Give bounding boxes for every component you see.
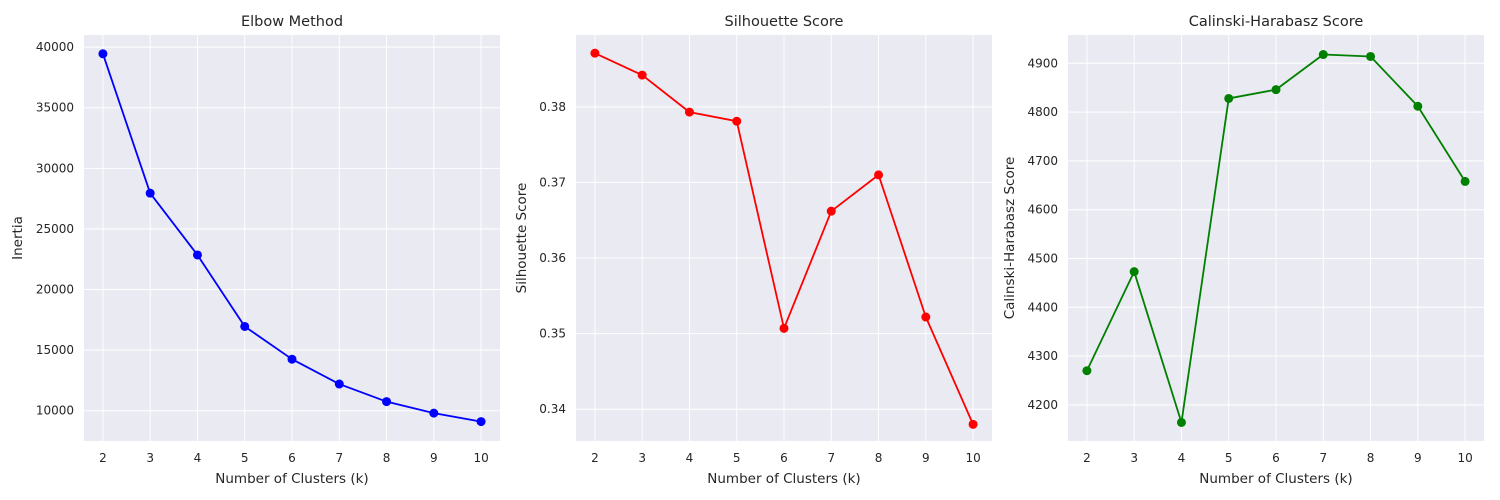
data-point	[1082, 366, 1092, 376]
panel-elbow: 2 3 4 5 6 7 8 9 10 10000 15000 20000 25000 30000 35000…	[10, 14, 500, 487]
x-tick-label: 5	[241, 451, 249, 465]
y-tick-label: 4600	[1027, 203, 1058, 217]
y-tick-label: 0.34	[539, 402, 566, 416]
data-point	[1271, 85, 1281, 95]
x-axis-label: Number of Clusters (k)	[215, 471, 368, 487]
x-tick-label: 3	[1130, 451, 1138, 465]
data-point	[192, 250, 202, 260]
x-tick-label: 4	[194, 451, 202, 465]
data-point	[334, 379, 344, 389]
chart-title: Silhouette Score	[725, 14, 844, 30]
x-tick-label: 5	[733, 451, 741, 465]
data-point	[1129, 267, 1139, 277]
x-tick-label: 3	[146, 451, 154, 465]
x-tick-label: 2	[99, 451, 107, 465]
y-axis-label: Calinski-Harabasz Score	[1002, 157, 1018, 320]
data-point	[287, 354, 297, 364]
y-tick-label: 4800	[1027, 105, 1058, 119]
x-tick-label: 6	[780, 451, 788, 465]
y-tick-label: 4400	[1027, 300, 1058, 314]
y-tick-label: 4500	[1027, 251, 1058, 265]
y-tick-label: 4900	[1027, 56, 1058, 70]
data-point	[637, 70, 647, 80]
x-tick-label: 2	[1083, 451, 1091, 465]
data-point	[382, 397, 392, 407]
data-point	[145, 188, 155, 198]
y-tick-label: 20000	[36, 283, 74, 297]
x-tick-label: 7	[827, 451, 835, 465]
x-tick-label: 8	[875, 451, 883, 465]
y-axis-label: Inertia	[10, 216, 26, 260]
y-tick-label: 10000	[36, 404, 74, 418]
data-point	[1413, 101, 1423, 111]
x-tick-label: 10	[473, 451, 488, 465]
panel-silhouette: 2 3 4 5 6 7 8 9 10 0.34 0.35 0.36 0.37 0.38 Silhouette…	[514, 14, 992, 487]
x-tick-label: 7	[1319, 451, 1327, 465]
x-tick-label: 6	[288, 451, 296, 465]
x-tick-label: 8	[383, 451, 391, 465]
data-point	[1318, 50, 1328, 60]
x-tick-label: 10	[965, 451, 980, 465]
y-tick-label: 40000	[36, 40, 74, 54]
data-point	[921, 312, 931, 322]
x-tick-label: 7	[335, 451, 343, 465]
x-tick-label: 6	[1272, 451, 1280, 465]
x-tick-label: 10	[1457, 451, 1472, 465]
x-tick-label: 9	[1414, 451, 1422, 465]
data-point	[476, 417, 486, 427]
y-tick-label: 4200	[1027, 398, 1058, 412]
data-point	[732, 116, 742, 126]
data-point	[429, 408, 439, 418]
y-tick-label: 15000	[36, 343, 74, 357]
x-tick-label: 4	[686, 451, 694, 465]
x-tick-label: 3	[638, 451, 646, 465]
y-tick-label: 4300	[1027, 349, 1058, 363]
data-point	[98, 49, 108, 59]
x-axis-label: Number of Clusters (k)	[1199, 471, 1352, 487]
panel-calinski: 2 3 4 5 6 7 8 9 10 4200 4300 4400 4500 4600 4700 4800 49…	[1002, 14, 1484, 487]
y-tick-label: 0.37	[539, 175, 566, 189]
x-tick-label: 9	[430, 451, 438, 465]
y-axis-label: Silhouette Score	[514, 183, 530, 294]
y-tick-label: 30000	[36, 161, 74, 175]
x-tick-label: 4	[1178, 451, 1186, 465]
chart-title: Calinski-Harabasz Score	[1189, 14, 1364, 30]
data-point	[968, 419, 978, 429]
data-point	[1176, 417, 1186, 427]
data-point	[240, 321, 250, 331]
data-point	[590, 48, 600, 58]
x-tick-label: 9	[922, 451, 930, 465]
data-point	[874, 170, 884, 180]
x-tick-label: 8	[1367, 451, 1375, 465]
x-tick-label: 5	[1225, 451, 1233, 465]
y-tick-label: 4700	[1027, 154, 1058, 168]
data-point	[684, 107, 694, 117]
data-point	[826, 206, 836, 216]
chart-title: Elbow Method	[241, 14, 343, 30]
data-point	[1460, 176, 1470, 186]
data-point	[1366, 51, 1376, 61]
x-tick-label: 2	[591, 451, 599, 465]
x-axis-label: Number of Clusters (k)	[707, 471, 860, 487]
y-tick-label: 0.38	[539, 100, 566, 114]
y-tick-label: 25000	[36, 222, 74, 236]
data-point	[1224, 93, 1234, 103]
y-tick-label: 0.36	[539, 251, 566, 265]
y-tick-label: 35000	[36, 101, 74, 115]
data-point	[779, 323, 789, 333]
y-tick-label: 0.35	[539, 327, 566, 341]
